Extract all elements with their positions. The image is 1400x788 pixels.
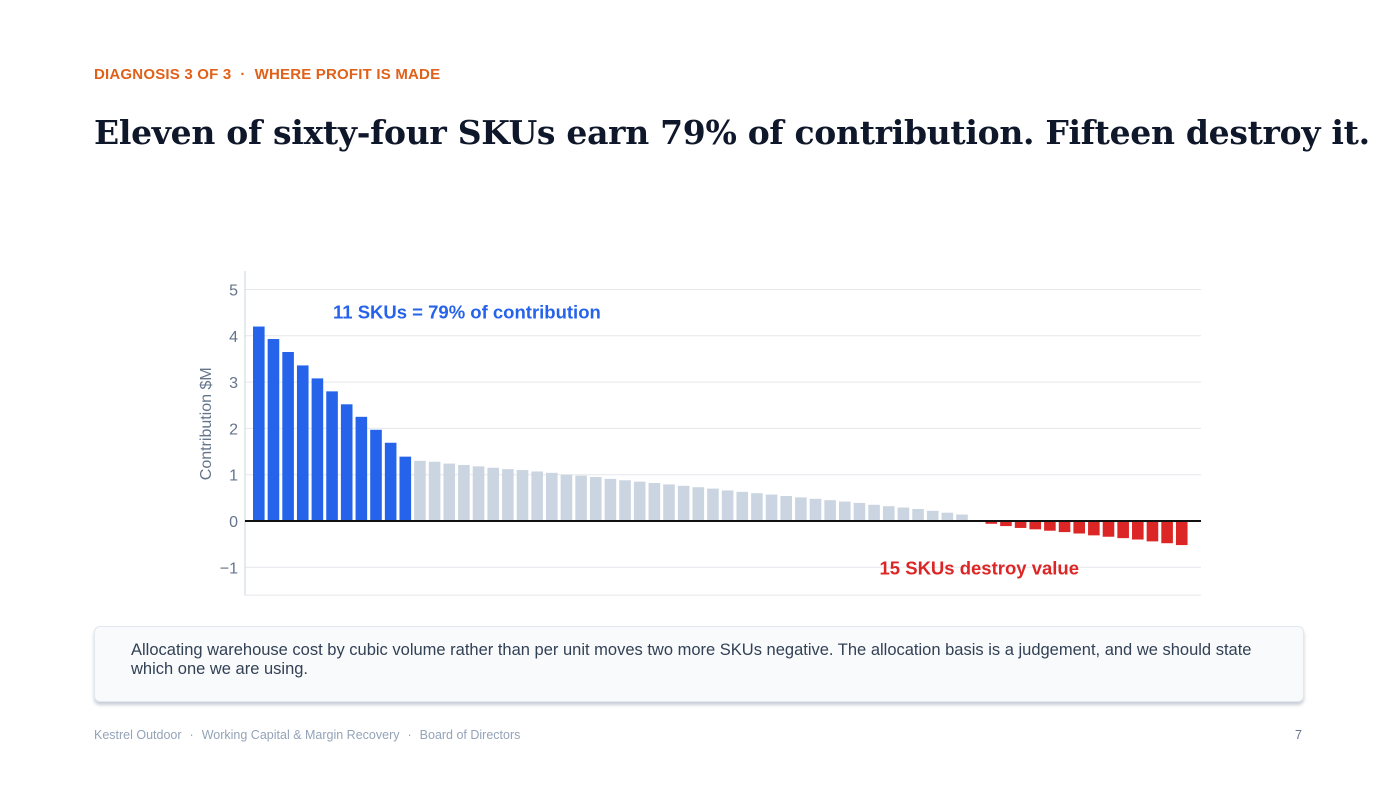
footer-separator: · xyxy=(407,728,412,742)
bar-middle-sku xyxy=(912,508,924,521)
eyebrow-separator: · xyxy=(240,66,246,83)
bar-middle-sku xyxy=(546,472,558,521)
bar-middle-sku xyxy=(926,510,939,521)
bar-negative-sku xyxy=(1117,521,1129,539)
y-axis-label: Contribution $M xyxy=(198,367,215,480)
footer-company: Kestrel Outdoor xyxy=(94,728,182,742)
top-skus-annotation: 11 SKUs = 79% of contribution xyxy=(333,302,601,323)
y-tick-label: 0 xyxy=(229,514,238,531)
bar-top-sku xyxy=(355,416,368,521)
bar-middle-sku xyxy=(824,500,836,522)
negative-skus-annotation: 15 SKUs destroy value xyxy=(880,557,1079,578)
bar-top-sku xyxy=(384,442,397,521)
bar-middle-sku xyxy=(897,507,910,521)
bar-middle-sku xyxy=(589,477,602,521)
bar-middle-sku xyxy=(604,478,617,521)
bar-middle-sku xyxy=(809,498,822,521)
y-tick-label: 4 xyxy=(229,329,238,346)
bar-negative-sku xyxy=(1029,521,1042,530)
page-number: 7 xyxy=(1295,728,1302,742)
bar-top-sku xyxy=(399,456,412,521)
bar-middle-sku xyxy=(677,485,690,521)
bar-negative-sku xyxy=(1014,521,1027,528)
bar-middle-sku xyxy=(472,466,485,521)
bar-middle-sku xyxy=(414,460,426,521)
bar-negative-sku xyxy=(1175,521,1188,546)
bar-middle-sku xyxy=(839,501,851,521)
y-tick-label: 3 xyxy=(229,375,238,392)
bar-middle-sku xyxy=(516,470,529,521)
bar-middle-sku xyxy=(853,502,866,521)
bar-top-sku xyxy=(340,404,353,521)
bar-middle-sku xyxy=(795,497,807,521)
y-tick-label: 1 xyxy=(229,468,238,485)
bar-middle-sku xyxy=(882,506,895,521)
bar-top-sku xyxy=(253,326,265,521)
callout-note: Allocating warehouse cost by cubic volum… xyxy=(94,626,1304,702)
bar-middle-sku xyxy=(443,463,456,521)
bar-middle-sku xyxy=(458,464,470,521)
footer: Kestrel Outdoor · Working Capital & Margin… xyxy=(94,728,520,742)
bar-middle-sku xyxy=(736,491,749,521)
slide-title: Eleven of sixty-four SKUs earn 79% of co… xyxy=(94,113,1370,152)
bar-middle-sku xyxy=(663,484,675,521)
bar-middle-sku xyxy=(692,487,705,521)
footer-separator: · xyxy=(189,728,194,742)
bar-middle-sku xyxy=(619,480,631,521)
bar-negative-sku xyxy=(1132,521,1144,540)
bar-top-sku xyxy=(370,429,382,521)
bar-negative-sku xyxy=(1058,521,1071,533)
bar-middle-sku xyxy=(707,488,719,521)
bar-middle-sku xyxy=(765,494,778,521)
bar-top-sku xyxy=(311,378,324,521)
bar-negative-sku xyxy=(1102,521,1115,537)
bar-middle-sku xyxy=(868,504,880,521)
y-tick-label: 2 xyxy=(229,421,238,438)
bar-negative-sku xyxy=(1044,521,1056,531)
bar-middle-sku xyxy=(531,471,543,521)
bar-middle-sku xyxy=(502,469,514,521)
bar-top-sku xyxy=(326,391,338,521)
bar-negative-sku xyxy=(1000,521,1012,527)
y-tick-label: 5 xyxy=(229,283,238,300)
bar-negative-sku xyxy=(1088,521,1100,536)
bar-middle-sku xyxy=(780,496,792,521)
bar-top-sku xyxy=(267,339,280,521)
bar-middle-sku xyxy=(751,493,763,521)
footer-project: Working Capital & Margin Recovery xyxy=(201,728,400,742)
bar-negative-sku xyxy=(1073,521,1085,534)
bar-middle-sku xyxy=(941,512,954,521)
eyebrow-section: DIAGNOSIS 3 OF 3 xyxy=(94,66,232,83)
bar-middle-sku xyxy=(575,475,587,521)
bar-middle-sku xyxy=(633,481,646,521)
bar-middle-sku xyxy=(428,461,441,521)
bar-middle-sku xyxy=(648,483,661,521)
bar-negative-sku xyxy=(1161,521,1173,544)
bar-negative-sku xyxy=(985,521,998,524)
y-tick-label: −1 xyxy=(220,560,238,577)
bar-negative-sku xyxy=(1146,521,1159,542)
bar-middle-sku xyxy=(721,490,734,521)
bar-top-sku xyxy=(282,352,294,521)
bar-middle-sku xyxy=(956,514,968,521)
bar-top-sku xyxy=(296,365,309,521)
bar-middle-sku xyxy=(560,474,573,521)
eyebrow: DIAGNOSIS 3 OF 3 · WHERE PROFIT IS MADE xyxy=(94,66,440,83)
bar-middle-sku xyxy=(487,467,499,521)
callout-note-text: Allocating warehouse cost by cubic volum… xyxy=(131,641,1252,678)
eyebrow-topic: WHERE PROFIT IS MADE xyxy=(254,66,441,83)
footer-audience: Board of Directors xyxy=(419,728,521,742)
